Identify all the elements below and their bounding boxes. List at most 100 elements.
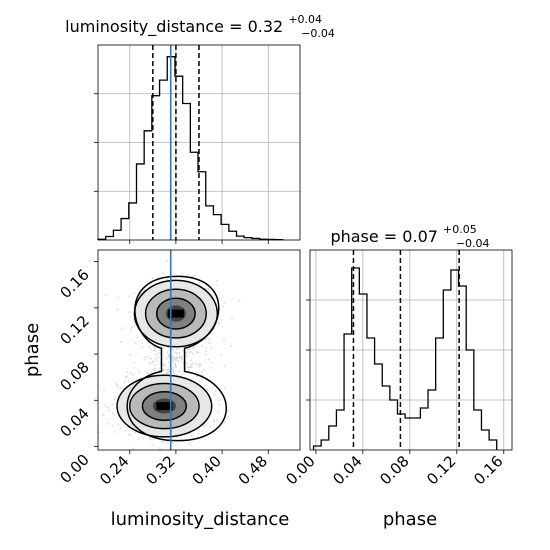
scatter-point	[213, 419, 215, 422]
luminosity-distance-title: luminosity_distance = 0.32 +0.04 −0.04	[65, 8, 335, 40]
scatter-point	[214, 390, 217, 392]
scatter-point	[152, 438, 155, 441]
scatter-point	[143, 289, 145, 291]
scatter-point	[133, 321, 136, 323]
scatter-point	[167, 355, 170, 358]
scatter-point	[188, 369, 191, 372]
scatter-point	[226, 416, 229, 418]
scatter-point	[128, 295, 131, 298]
scatter-point	[178, 355, 181, 358]
scatter-point	[213, 393, 216, 396]
scatter-point	[220, 354, 223, 356]
scatter-point	[130, 328, 133, 331]
scatter-point	[116, 308, 119, 311]
joint-scatter-contour-panel: 0.24 0.32 0.40 0.480.000.040.080.120.16	[56, 249, 301, 488]
scatter-point	[175, 444, 178, 447]
scatter-point	[120, 341, 122, 343]
scatter-point	[168, 361, 170, 364]
scatter-point	[193, 275, 195, 277]
scatter-point	[164, 365, 167, 367]
scatter-point	[149, 438, 152, 441]
scatter-point	[165, 372, 168, 375]
scatter-point	[163, 363, 165, 366]
scatter-point	[117, 386, 119, 389]
scatter-point	[132, 318, 135, 321]
scatter-point	[191, 363, 194, 366]
scatter-point	[189, 350, 192, 353]
scatter-point	[159, 448, 161, 450]
scatter-point	[191, 352, 194, 355]
scatter-point	[124, 430, 127, 432]
scatter-point	[209, 426, 212, 428]
scatter-point	[218, 322, 220, 325]
scatter-point	[178, 352, 181, 354]
scatter-point	[166, 351, 169, 354]
scatter-point	[171, 348, 174, 351]
scatter-point	[197, 352, 200, 354]
scatter-point	[148, 345, 151, 348]
scatter-point	[155, 357, 157, 360]
x-axis-label-luminosity-distance: luminosity_distance	[111, 509, 290, 530]
scatter-point	[136, 369, 139, 371]
y-axis-label-phase: phase	[22, 323, 43, 377]
scatter-point	[146, 371, 148, 373]
scatter-point	[154, 346, 157, 349]
scatter-point	[157, 276, 160, 279]
mode-1-contour-2	[141, 391, 188, 422]
scatter-point	[143, 358, 146, 361]
scatter-point	[168, 353, 171, 356]
scatter-point	[204, 338, 206, 341]
scatter-point	[189, 442, 191, 445]
scatter-point	[178, 360, 180, 363]
scatter-point	[114, 431, 116, 433]
scatter-point	[147, 342, 150, 344]
scatter-point	[131, 326, 133, 329]
scatter-point	[119, 427, 122, 430]
scatter-point	[218, 403, 221, 406]
mode-0-contour-1	[144, 288, 207, 339]
phase-title-main: phase = 0.07	[330, 227, 437, 246]
scatter-point	[177, 348, 180, 350]
scatter-point	[194, 362, 197, 364]
scatter-point	[200, 378, 203, 380]
scatter-point	[173, 358, 176, 360]
scatter-point	[196, 363, 198, 366]
scatter-point	[210, 333, 212, 336]
scatter-point	[119, 387, 122, 389]
scatter-point	[173, 371, 175, 374]
scatter-point	[126, 371, 129, 374]
luminosity-distance-title-main: luminosity_distance = 0.32	[65, 17, 283, 37]
scatter-point	[133, 324, 136, 326]
phase-histogram-steps	[312, 267, 498, 450]
scatter-point	[124, 376, 127, 379]
scatter-point	[172, 367, 175, 370]
scatter-point	[102, 414, 105, 416]
br-frame	[309, 249, 513, 451]
scatter-point	[174, 362, 177, 365]
scatter-point	[182, 373, 185, 375]
scatter-point	[111, 424, 114, 427]
scatter-point	[202, 374, 204, 376]
scatter-point	[178, 370, 181, 372]
scatter-point	[176, 356, 178, 359]
scatter-point	[104, 294, 107, 296]
scatter-point	[198, 365, 200, 368]
phase-title: phase = 0.07 +0.05 −0.04	[330, 218, 489, 250]
scatter-point	[192, 347, 195, 350]
scatter-point	[154, 360, 157, 363]
scatter-point	[173, 373, 176, 376]
luminosity-distance-title-sub: −0.04	[301, 27, 335, 40]
scatter-point	[210, 347, 213, 349]
scatter-point	[161, 440, 164, 443]
scatter-point	[130, 371, 132, 374]
scatter-point	[209, 367, 212, 369]
scatter-point	[157, 356, 160, 359]
scatter-point	[208, 338, 211, 341]
scatter-point	[148, 362, 151, 364]
scatter-point	[208, 342, 211, 345]
scatter-point	[152, 360, 154, 363]
phase-title-sup: +0.05	[443, 223, 477, 236]
mode-1-contour-1	[128, 382, 200, 430]
scatter-point	[186, 355, 188, 357]
scatter-point	[174, 351, 176, 353]
